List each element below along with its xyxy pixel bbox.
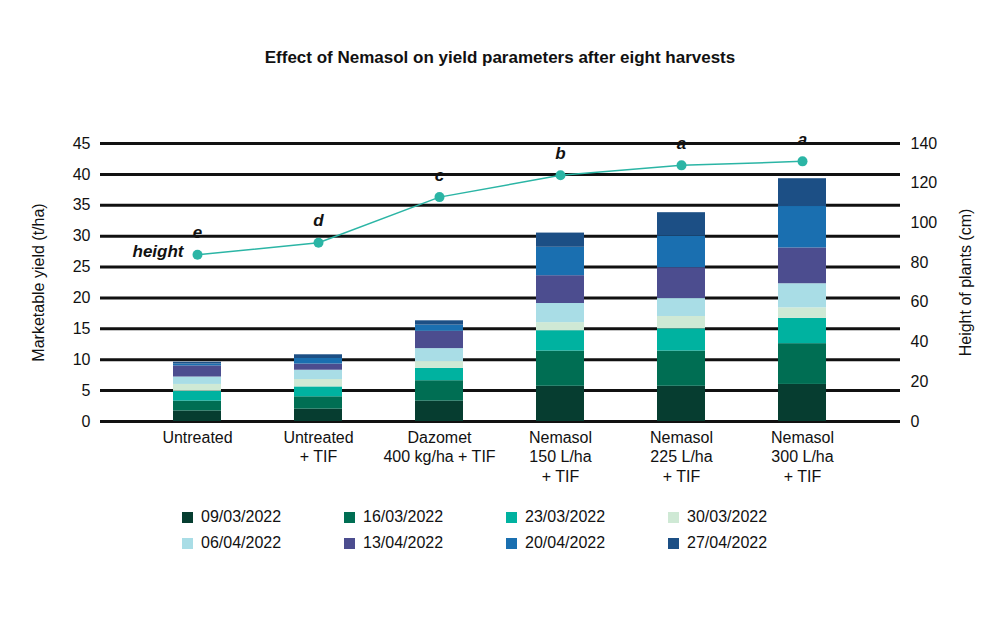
svg-text:Untreated: Untreated [162,429,232,446]
svg-text:Marketable yield (t/ha): Marketable yield (t/ha) [30,203,47,361]
html-text:13/04/2022: 13/04/2022 [363,534,444,551]
svg-text:0: 0 [911,413,920,430]
svg-text:120: 120 [911,174,938,191]
svg-text:20: 20 [911,373,929,390]
svg-text:d: d [313,211,324,230]
svg-text:140: 140 [911,135,938,152]
html-text:09/03/2022: 09/03/2022 [201,508,282,525]
html-text:Effect of Nemasol on yield par: Effect of Nemasol on yield parameters af… [264,48,736,67]
svg-text:20: 20 [73,289,91,306]
html-text:23/03/2022: 23/03/2022 [525,508,606,525]
html-text:16/03/2022: 16/03/2022 [363,508,444,525]
svg-text:height: height [133,242,185,261]
svg-text:60: 60 [911,293,929,310]
svg-text:a: a [677,134,686,153]
svg-text:30: 30 [73,227,91,244]
svg-text:a: a [798,130,807,149]
svg-text:Nemasol300 L/ha+ TIF: Nemasol300 L/ha+ TIF [771,429,834,484]
svg-text:c: c [435,166,445,185]
svg-text:0: 0 [82,413,91,430]
html-text:06/04/2022: 06/04/2022 [201,534,282,551]
svg-text:Untreated+ TIF: Untreated+ TIF [283,429,353,465]
svg-text:40: 40 [911,333,929,350]
svg-text:10: 10 [73,351,91,368]
svg-text:80: 80 [911,254,929,271]
svg-text:Dazomet400 kg/ha + TIF: Dazomet400 kg/ha + TIF [383,429,495,465]
svg-text:5: 5 [82,382,91,399]
html-text:30/03/2022: 30/03/2022 [687,508,768,525]
svg-text:40: 40 [73,166,91,183]
svg-text:e: e [193,223,202,242]
svg-text:100: 100 [911,214,938,231]
svg-text:45: 45 [73,135,91,152]
svg-text:Height of plants (cm): Height of plants (cm) [957,209,974,357]
html-text:20/04/2022: 20/04/2022 [525,534,606,551]
svg-text:Nemasol225 L/ha+ TIF: Nemasol225 L/ha+ TIF [650,429,713,484]
svg-text:15: 15 [73,320,91,337]
svg-text:25: 25 [73,258,91,275]
svg-text:35: 35 [73,196,91,213]
html-text:27/04/2022: 27/04/2022 [687,534,768,551]
svg-text:b: b [555,144,565,163]
svg-text:Nemasol150 L/ha+ TIF: Nemasol150 L/ha+ TIF [529,429,592,484]
